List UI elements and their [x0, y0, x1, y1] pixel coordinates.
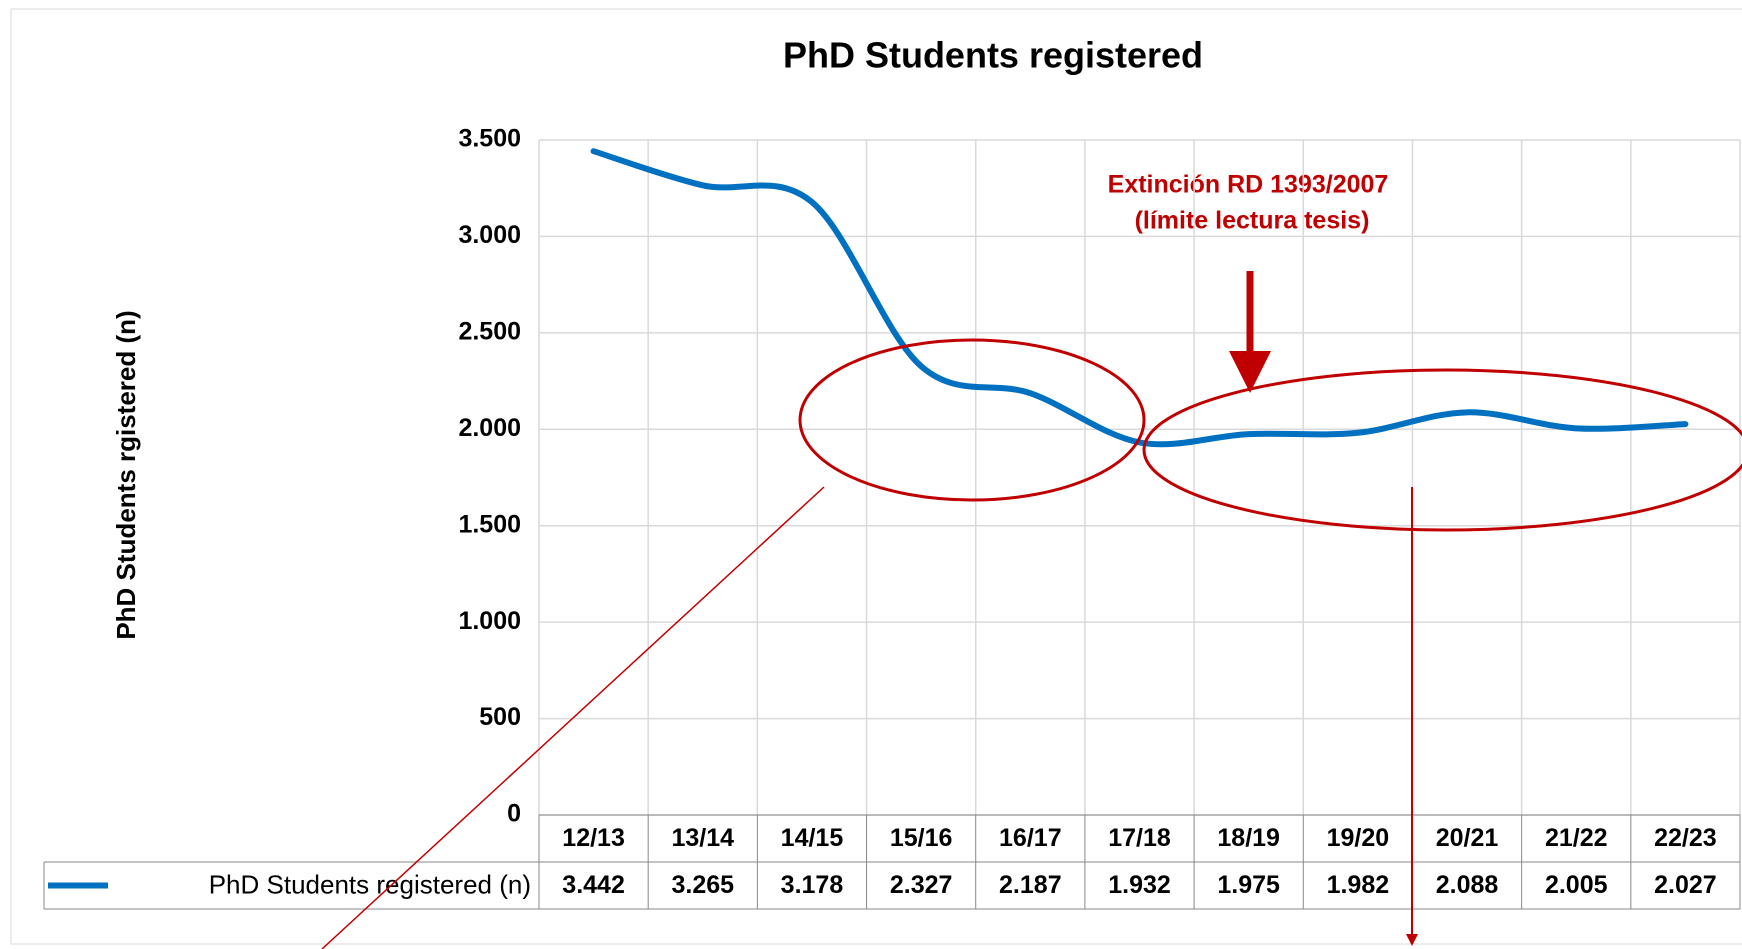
- x-tick-label: 17/18: [1108, 824, 1171, 852]
- x-tick-label: 15/16: [890, 824, 953, 852]
- annotation: (límite lectura tesis): [1135, 207, 1370, 235]
- x-tick-label: 14/15: [781, 824, 844, 852]
- y-tick-label: 500: [479, 703, 521, 731]
- table-value: 2.327: [890, 871, 953, 899]
- x-tick-label: 13/14: [671, 824, 734, 852]
- table-value: 1.932: [1108, 871, 1171, 899]
- x-tick-label: 21/22: [1545, 824, 1608, 852]
- x-tick-label: 16/17: [999, 824, 1062, 852]
- y-tick-label: 1.500: [458, 510, 521, 538]
- x-tick-label: 22/23: [1654, 824, 1717, 852]
- legend-label: PhD Students registered (n): [209, 869, 531, 899]
- y-tick-label: 0: [507, 800, 521, 828]
- highlight-ellipse: [1142, 368, 1742, 532]
- table-value: 3.442: [562, 871, 625, 899]
- y-axis-label: PhD Students rgistered (n): [111, 310, 141, 639]
- y-tick-label: 2.500: [458, 317, 521, 345]
- x-tick-label: 19/20: [1327, 824, 1390, 852]
- y-tick-label: 3.500: [458, 125, 521, 153]
- y-tick-label: 1.000: [458, 607, 521, 635]
- table-value: 2.005: [1545, 871, 1608, 899]
- table-value: 3.178: [781, 871, 844, 899]
- table-value: 1.975: [1217, 871, 1280, 899]
- highlight-ellipse: [798, 338, 1146, 502]
- table-value: 2.187: [999, 871, 1062, 899]
- x-tick-label: 18/19: [1217, 824, 1280, 852]
- chart-title: PhD Students registered: [783, 35, 1203, 76]
- chart-border: [10, 8, 1742, 945]
- annotation: Extinción RD 1393/2007: [1108, 171, 1389, 199]
- table-value: 2.027: [1654, 871, 1717, 899]
- x-tick-label: 12/13: [562, 824, 625, 852]
- pointer-line: [321, 486, 825, 949]
- table-value: 1.982: [1327, 871, 1390, 899]
- y-tick-label: 2.000: [458, 414, 521, 442]
- series-line: [590, 148, 1689, 448]
- table-value: 3.265: [671, 871, 734, 899]
- x-tick-label: 20/21: [1436, 824, 1499, 852]
- table-value: 2.088: [1436, 871, 1499, 899]
- y-tick-label: 3.000: [458, 221, 521, 249]
